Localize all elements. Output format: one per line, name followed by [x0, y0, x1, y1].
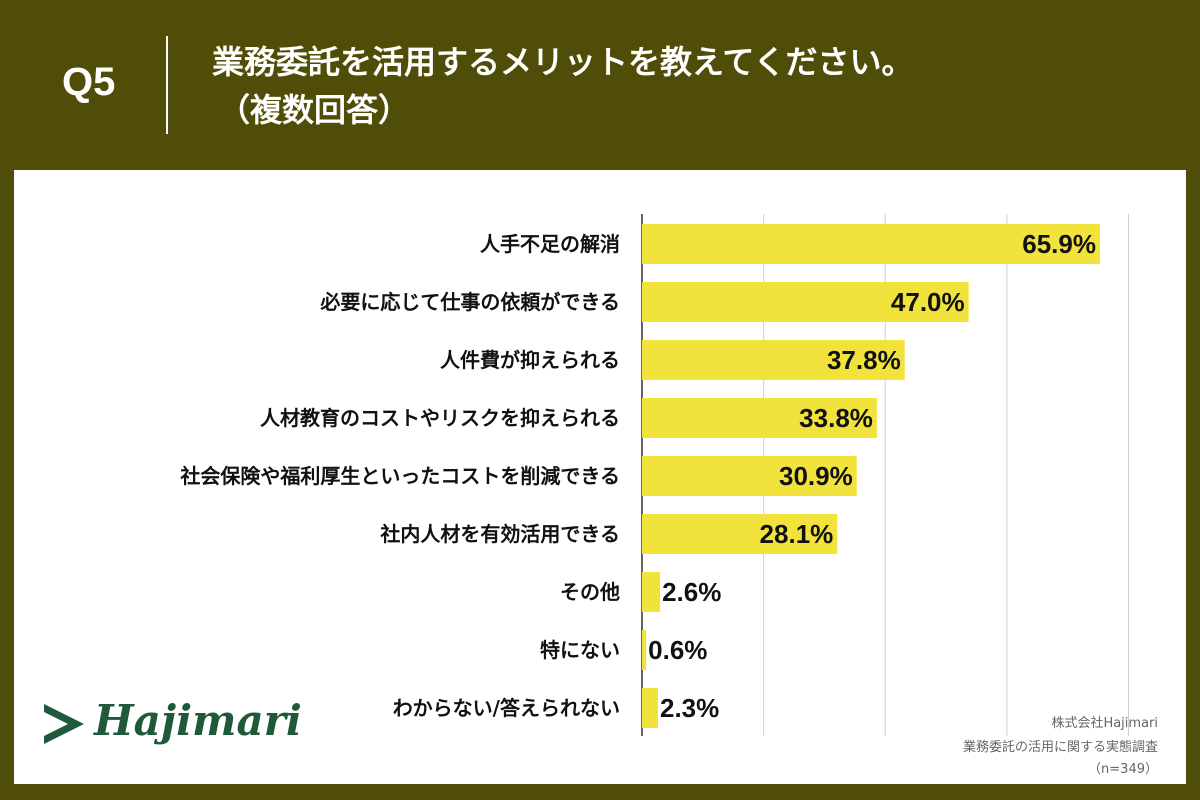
category-label: 人件費が抑えられる [440, 348, 620, 372]
credit-sample-size: （n=349） [1088, 762, 1158, 777]
category-label: その他 [560, 580, 620, 604]
header-divider [166, 36, 168, 134]
logo-text: Hajimari [94, 696, 302, 745]
bar [642, 514, 838, 554]
category-labels: 人手不足の解消必要に応じて仕事の依頼ができる人件費が抑えられる人材教育のコストや… [179, 232, 620, 720]
hajimari-chevron-icon [44, 704, 84, 744]
category-label: 人手不足の解消 [480, 232, 620, 256]
value-label: 28.1% [760, 519, 834, 549]
chart-panel: 人手不足の解消必要に応じて仕事の依頼ができる人件費が抑えられる人材教育のコストや… [14, 170, 1186, 784]
credit-company: 株式会社Hajimari [1051, 716, 1158, 731]
category-label: わからない/答えられない [393, 696, 620, 720]
value-label: 47.0% [891, 287, 965, 317]
value-label: 30.9% [779, 461, 853, 491]
question-title-line2: （複数回答） [218, 91, 411, 129]
bar [642, 572, 661, 612]
value-label: 33.8% [799, 403, 873, 433]
category-label: 社内人材を有効活用できる [379, 522, 620, 546]
category-label: 特にない [540, 638, 620, 662]
value-labels: 65.9% 47.0% 37.8% 33.8% 30.9% 28.1% 2.6% 0.6% 2.… [648, 229, 1096, 723]
category-label: 必要に応じて仕事の依頼ができる [319, 290, 620, 314]
category-label: 人材教育のコストやリスクを抑えられる [260, 406, 620, 430]
bar [642, 688, 658, 728]
question-number: Q5 [62, 60, 116, 104]
bar [642, 630, 647, 670]
category-label: 社会保険や福利厚生といったコストを削減できる [179, 464, 620, 488]
bar [642, 340, 905, 380]
bar [642, 282, 969, 322]
header: Q5 業務委託を活用するメリットを教えてください。 （複数回答） [0, 0, 1200, 170]
bars [642, 224, 1101, 728]
bar [642, 456, 857, 496]
bar [642, 224, 1101, 264]
value-label: 0.6% [648, 635, 707, 665]
value-label: 65.9% [1022, 229, 1096, 259]
bar-chart: 人手不足の解消必要に応じて仕事の依頼ができる人件費が抑えられる人材教育のコストや… [179, 214, 1129, 736]
question-title: 業務委託を活用するメリットを教えてください。 （複数回答） [212, 38, 913, 134]
value-label: 2.3% [660, 693, 719, 723]
credit-survey: 業務委託の活用に関する実態調査 [962, 740, 1158, 755]
value-label: 2.6% [662, 577, 721, 607]
value-label: 37.8% [827, 345, 901, 375]
question-title-line1: 業務委託を活用するメリットを教えてください。 [212, 43, 914, 81]
bar [642, 398, 877, 438]
